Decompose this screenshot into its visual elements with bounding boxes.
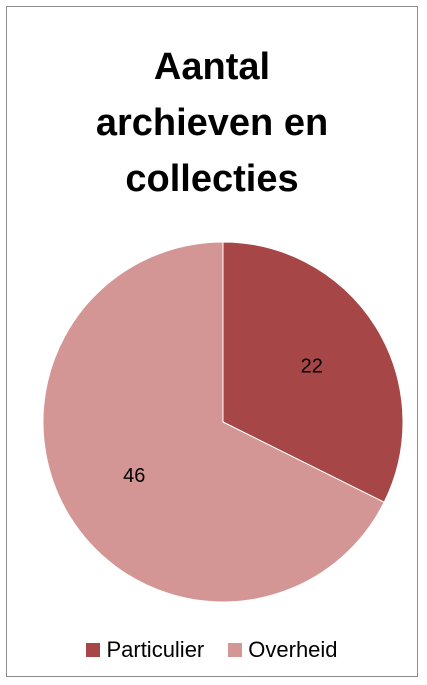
chart-title: Aantal archieven en collecties [7, 39, 417, 207]
pie-slice-particulier [222, 241, 404, 503]
legend-label-particulier: Particulier [106, 637, 205, 662]
legend-label-overheid: Overheid [248, 637, 338, 662]
legend-item-overheid: Overheid [228, 637, 338, 663]
chart-title-line-1: Aantal [153, 46, 271, 88]
chart-area: Aantal archieven en collecties 22 46 Part… [6, 6, 418, 677]
chart-title-line-2: archieven en [95, 102, 329, 144]
legend-swatch-particulier [86, 643, 101, 657]
legend-swatch-overheid [228, 643, 243, 657]
chart-legend: Particulier Overheid [7, 637, 417, 663]
pie-chart: 22 46 [42, 241, 404, 603]
data-label-overheid: 46 [123, 465, 145, 487]
chart-title-line-3: collecties [125, 158, 299, 200]
data-label-particulier: 22 [301, 355, 323, 377]
pie-slice-overheid [42, 241, 385, 603]
legend-item-particulier: Particulier [86, 637, 204, 663]
